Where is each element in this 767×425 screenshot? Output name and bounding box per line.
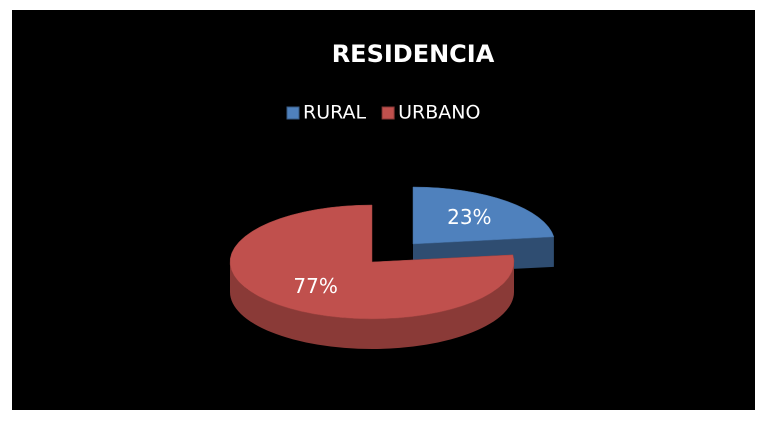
legend: RURAL URBANO <box>286 102 480 124</box>
legend-label: URBANO <box>398 102 480 124</box>
data-label: 23% <box>447 205 491 229</box>
pie: 23% 77% <box>229 186 555 349</box>
chart-title: RESIDENCIA <box>332 40 495 68</box>
legend-swatch <box>286 106 300 120</box>
slice-side <box>230 262 514 349</box>
legend-swatch <box>381 106 395 120</box>
legend-label: RURAL <box>303 102 367 124</box>
slice <box>229 204 515 320</box>
data-label: 77% <box>293 274 337 298</box>
slice <box>412 186 555 245</box>
chart-background <box>12 10 755 410</box>
